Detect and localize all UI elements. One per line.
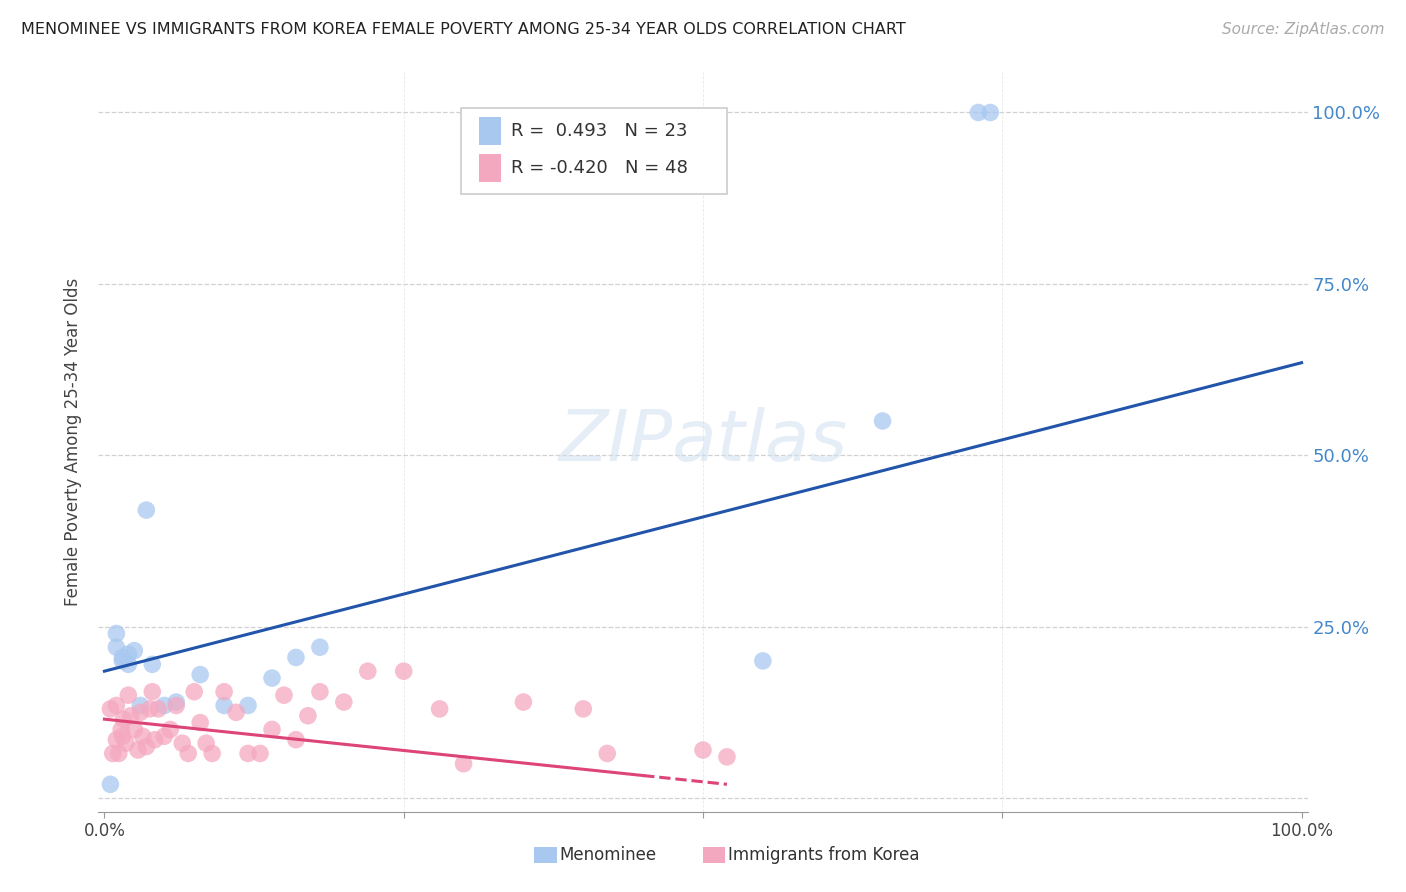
Point <box>201 747 224 761</box>
Point <box>225 706 247 720</box>
Point <box>132 729 155 743</box>
Point <box>100 702 122 716</box>
Point <box>100 777 122 791</box>
Text: MENOMINEE VS IMMIGRANTS FROM KOREA FEMALE POVERTY AMONG 25-34 YEAR OLDS CORRELAT: MENOMINEE VS IMMIGRANTS FROM KOREA FEMAL… <box>21 22 905 37</box>
Point <box>153 729 176 743</box>
Point <box>124 723 146 737</box>
Point <box>112 712 135 726</box>
Point <box>177 747 200 761</box>
Point <box>183 685 205 699</box>
Text: Menominee: Menominee <box>560 846 657 863</box>
Point <box>172 736 194 750</box>
Point <box>752 654 775 668</box>
Point <box>453 756 475 771</box>
Point <box>143 732 166 747</box>
Point <box>107 747 129 761</box>
Point <box>101 747 124 761</box>
Point <box>188 667 211 681</box>
Point <box>212 685 235 699</box>
Point <box>141 685 163 699</box>
Point <box>512 695 534 709</box>
Point <box>309 640 332 655</box>
Point <box>148 702 170 716</box>
Point <box>236 698 259 713</box>
Point <box>117 657 139 672</box>
Point <box>260 723 283 737</box>
Point <box>135 503 157 517</box>
Point <box>129 706 152 720</box>
Point <box>967 105 990 120</box>
Point <box>120 708 142 723</box>
Point <box>284 650 307 665</box>
Point <box>105 732 128 747</box>
Bar <box>479 154 501 183</box>
Point <box>188 715 211 730</box>
Point <box>105 626 128 640</box>
Point <box>236 747 259 761</box>
Point <box>692 743 714 757</box>
Point <box>309 685 332 699</box>
Point <box>716 750 738 764</box>
Point <box>333 695 356 709</box>
Y-axis label: Female Poverty Among 25-34 Year Olds: Female Poverty Among 25-34 Year Olds <box>65 277 83 606</box>
Point <box>141 657 163 672</box>
Point <box>159 723 181 737</box>
Point <box>596 747 619 761</box>
Point <box>129 698 152 713</box>
Point <box>135 739 157 754</box>
Point <box>117 688 139 702</box>
Point <box>249 747 271 761</box>
Point <box>357 664 380 678</box>
Point <box>260 671 283 685</box>
Point <box>117 647 139 661</box>
Point <box>127 743 149 757</box>
Point <box>124 643 146 657</box>
Point <box>111 654 134 668</box>
Text: R = -0.420   N = 48: R = -0.420 N = 48 <box>510 160 688 178</box>
Text: Immigrants from Korea: Immigrants from Korea <box>728 846 920 863</box>
Point <box>273 688 295 702</box>
Point <box>297 708 319 723</box>
Point <box>572 702 595 716</box>
Point <box>284 732 307 747</box>
Text: R =  0.493   N = 23: R = 0.493 N = 23 <box>510 122 688 140</box>
Point <box>165 698 187 713</box>
Point <box>165 695 187 709</box>
Bar <box>479 117 501 145</box>
Point <box>115 736 138 750</box>
Point <box>392 664 415 678</box>
Point <box>111 650 134 665</box>
Point <box>195 736 218 750</box>
Point <box>872 414 894 428</box>
Text: Source: ZipAtlas.com: Source: ZipAtlas.com <box>1222 22 1385 37</box>
Point <box>153 698 176 713</box>
Point <box>979 105 1001 120</box>
Point <box>110 723 132 737</box>
Point <box>105 698 128 713</box>
Point <box>212 698 235 713</box>
Point <box>139 702 162 716</box>
Point <box>429 702 451 716</box>
Text: ZIPatlas: ZIPatlas <box>558 407 848 476</box>
Point <box>111 729 134 743</box>
Bar <box>461 109 727 194</box>
Point <box>105 640 128 655</box>
